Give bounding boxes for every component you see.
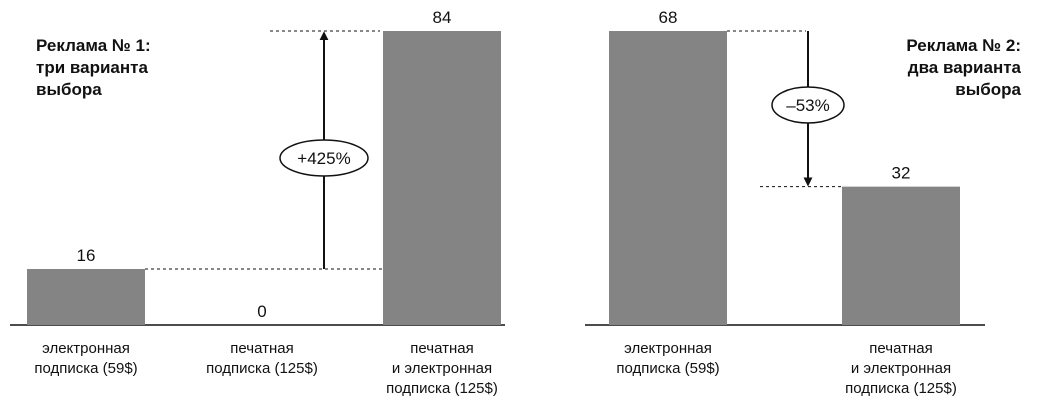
chart-2-change-label: –53% (786, 96, 829, 115)
chart-2-category-label-2-line-1: печатная (869, 340, 932, 357)
chart-1-value-label-3: 84 (433, 8, 452, 27)
chart-1-category-label-3-line-3: подписка (125$) (386, 380, 498, 397)
chart-2-bar-2 (842, 186, 960, 325)
chart-1-change-badge (279, 139, 369, 177)
chart-2-category-label-2-line-2: и электронная (851, 360, 951, 377)
chart-2-change-badge (771, 86, 845, 124)
chart-2-category-label-1-line-1: электронная (624, 340, 712, 357)
chart-1-title-line-3: выбора (36, 80, 102, 99)
chart-1-category-label-1-line-1: электронная (42, 340, 130, 357)
chart-2-category-label-1-line-2: подписка (59$) (616, 360, 719, 377)
chart-1-change-label: +425% (297, 149, 350, 168)
chart-1-category-label-3-line-1: печатная (410, 340, 473, 357)
chart-2-bar-1 (609, 31, 727, 325)
chart-1-value-label-1: 16 (77, 246, 96, 265)
chart-1-category-label-2-line-2: подписка (125$) (206, 360, 318, 377)
chart-2-title-line-2: два варианта (908, 58, 1022, 77)
chart-1-value-label-2: 0 (257, 302, 266, 321)
chart-2-value-label-1: 68 (659, 8, 678, 27)
chart-1-title-line-2: три варианта (36, 58, 148, 77)
chart-2-category-label-2-line-3: подписка (125$) (845, 380, 957, 397)
chart-2-title-line-3: выбора (955, 80, 1021, 99)
chart-2-title-line-1: Реклама № 2: (906, 36, 1021, 55)
chart-1-bar-3 (383, 31, 501, 325)
chart-1-category-label-2-line-1: печатная (230, 340, 293, 357)
chart-1-bar-1 (27, 269, 145, 325)
chart-1-category-label-3-line-2: и электронная (392, 360, 492, 377)
chart-1-category-label-1-line-2: подписка (59$) (34, 360, 137, 377)
chart-1-title-line-1: Реклама № 1: (36, 36, 151, 55)
chart-2-value-label-2: 32 (892, 164, 911, 183)
